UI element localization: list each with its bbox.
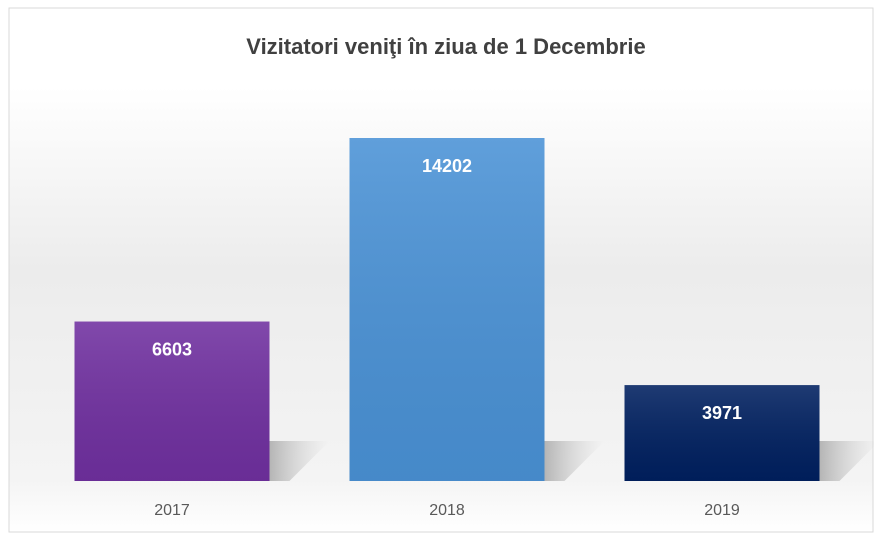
data-label: 6603 — [152, 339, 192, 359]
x-tick-label: 2018 — [429, 502, 465, 519]
data-label: 3971 — [702, 403, 742, 423]
bar-sheen — [74, 321, 270, 481]
bar-sheen — [624, 385, 820, 481]
bar-sheen — [349, 138, 545, 481]
data-label: 14202 — [422, 156, 472, 176]
bar-shadow — [819, 441, 874, 481]
x-tick-label: 2017 — [154, 502, 190, 519]
x-tick-label: 2019 — [704, 502, 740, 519]
bar-shadow — [269, 441, 330, 481]
chart-title: Vizitatori veniţi în ziua de 1 Decembrie — [246, 34, 645, 59]
bar-shadow — [544, 441, 605, 481]
